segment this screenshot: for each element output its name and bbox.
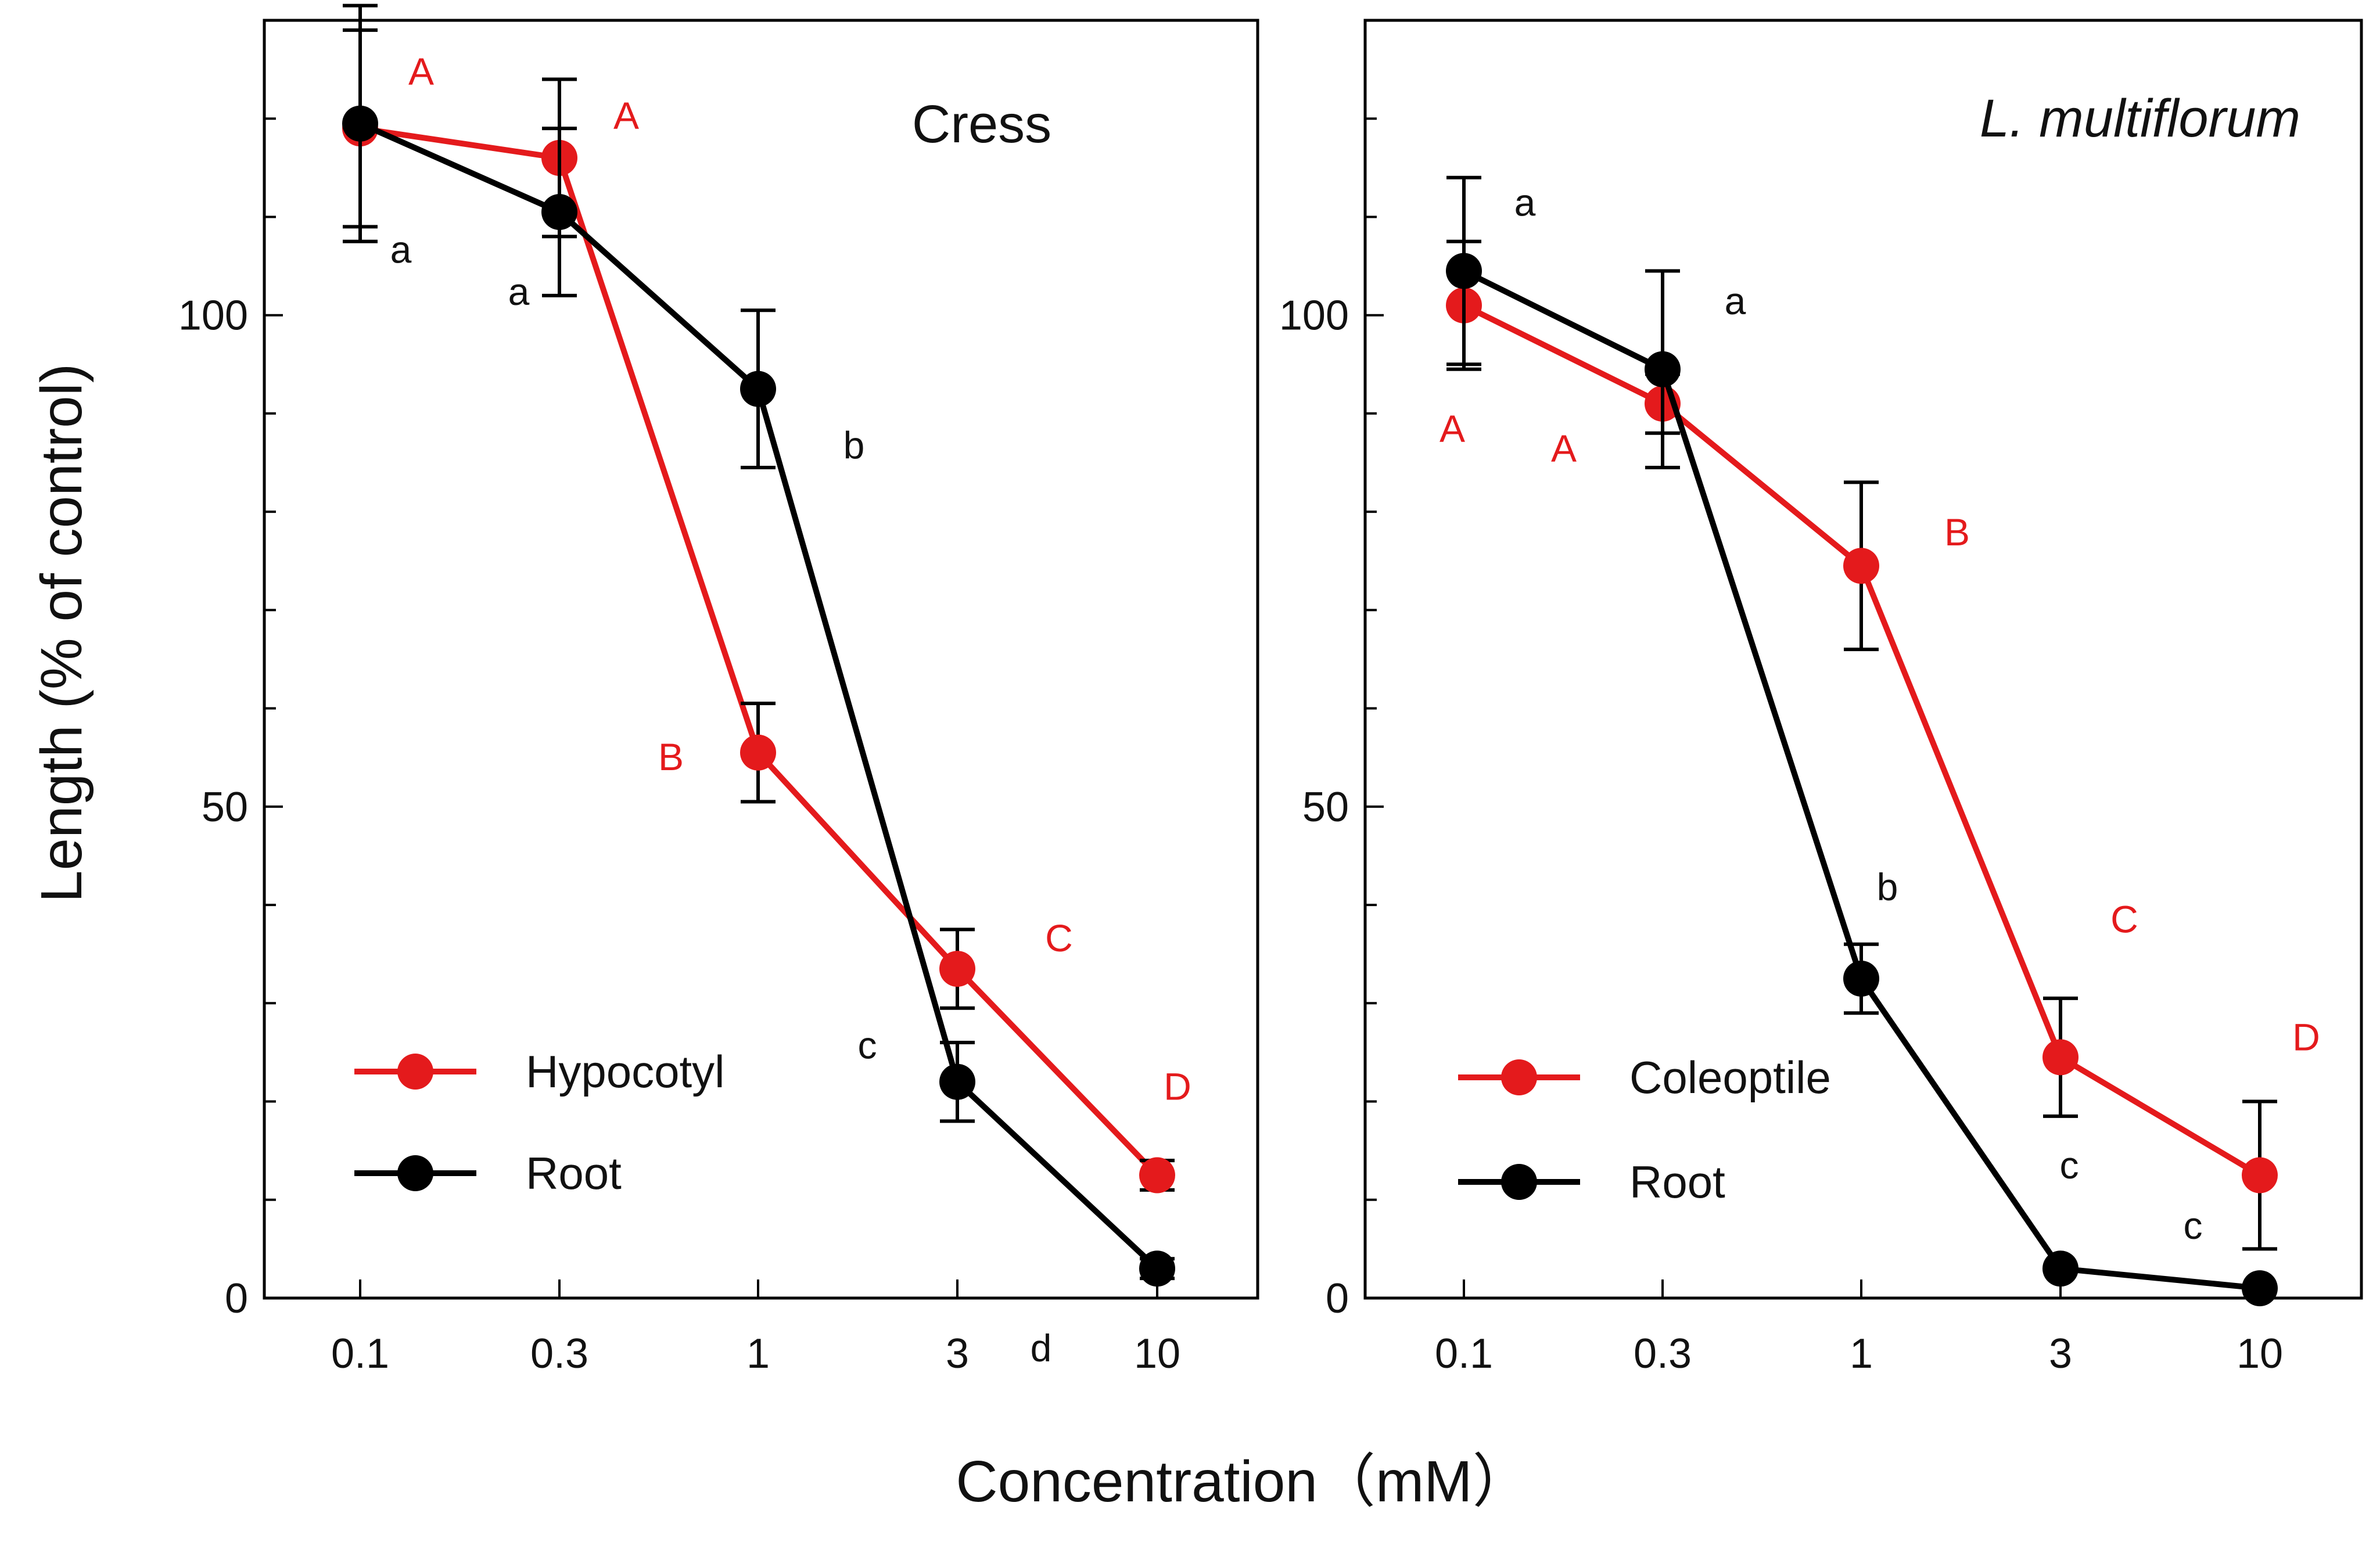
y-tick-label: 50 [202, 784, 248, 831]
legend-marker [1501, 1164, 1537, 1200]
x-tick-label: 10 [1134, 1331, 1180, 1377]
significance-letter: C [2110, 897, 2138, 940]
significance-letter: a [390, 228, 412, 271]
panel-title: Cress [912, 95, 1051, 154]
data-point [1139, 1157, 1175, 1194]
significance-letter: C [1045, 916, 1073, 959]
legend-entry: Coleoptile [1458, 1052, 1831, 1103]
data-point [740, 734, 776, 771]
data-point [740, 371, 776, 407]
data-point [2042, 1039, 2079, 1076]
data-point [939, 1063, 975, 1100]
significance-letter: a [1514, 181, 1536, 224]
data-point [939, 951, 975, 987]
series-coleoptile: A A B C D [1440, 239, 2320, 1251]
significance-letter: a [1725, 279, 1746, 322]
legend-entry: Hypocotyl [354, 1046, 724, 1097]
data-point [342, 105, 378, 142]
significance-letter: B [1944, 511, 1970, 553]
panel-title: L. multiflorum [1980, 89, 2300, 148]
legend-label: Root [526, 1148, 622, 1199]
legend-entry: Root [354, 1148, 622, 1199]
data-point [1139, 1250, 1175, 1287]
significance-letter: D [1164, 1065, 1191, 1108]
significance-letter: A [1440, 407, 1465, 450]
x-tick-label: 10 [2237, 1331, 2283, 1377]
x-axis-label: Concentration（mM） [956, 1449, 1530, 1514]
significance-letter: A [1551, 427, 1577, 470]
x-tick-label: 0.3 [530, 1331, 588, 1377]
x-tick-label: 3 [946, 1331, 969, 1377]
y-tick-label: 100 [1279, 293, 1349, 339]
series-root: a a b c c [1446, 175, 2278, 1307]
data-point [1645, 351, 1681, 387]
y-axis-label: Length (% of control) [29, 364, 94, 903]
series-line [1462, 268, 2260, 1292]
series-line [360, 125, 1160, 1177]
legend-label: Coleoptile [1629, 1052, 1831, 1103]
data-point [2242, 1270, 2278, 1307]
data-point [541, 194, 577, 230]
data-point [1843, 961, 1879, 997]
plot-frame [263, 19, 1259, 1300]
chart-panel-1: 0 50 100 0.1 0.3 1 3 10 Cress A A B C D Hypocotyl a a b c d… [178, 3, 1259, 1377]
data-point [1843, 548, 1879, 584]
x-tick-label: 0.1 [1435, 1331, 1493, 1377]
significance-letter: A [613, 94, 639, 137]
chart-panel-2: 0 50 100 0.1 0.3 1 3 10 L. multiflorum A A B C D Coleo… [1279, 19, 2363, 1377]
significance-letter: b [843, 424, 865, 467]
significance-letter: B [658, 735, 684, 778]
data-point [2242, 1157, 2278, 1194]
significance-letter: D [2292, 1015, 2320, 1058]
significance-letter: d [1031, 1327, 1052, 1370]
series-hypocotyl: A A B C D [342, 28, 1191, 1194]
y-tick-label: 100 [178, 293, 248, 339]
y-tick-label: 0 [225, 1275, 248, 1322]
x-tick-label: 1 [1850, 1331, 1873, 1377]
legend-marker [397, 1054, 433, 1090]
series-line [358, 121, 1160, 1271]
significance-letter: A [408, 50, 434, 93]
series-root: a a b c d [342, 3, 1175, 1370]
legend-entry: Root [1458, 1156, 1725, 1207]
significance-letter: c [2060, 1144, 2079, 1187]
significance-letter: b [1877, 865, 1898, 908]
significance-letter: a [508, 270, 530, 313]
plot-frame [1363, 19, 2363, 1300]
x-tick-label: 0.1 [331, 1331, 389, 1377]
data-point [1446, 253, 1482, 289]
y-tick-label: 50 [1302, 784, 1349, 831]
x-tick-label: 0.3 [1634, 1331, 1692, 1377]
series-line [1462, 303, 2261, 1178]
legend-label: Root [1629, 1156, 1725, 1207]
legend-marker [1501, 1059, 1537, 1095]
legend-marker [397, 1155, 433, 1191]
data-point [2042, 1250, 2079, 1287]
significance-letter: c [2184, 1204, 2203, 1247]
x-tick-label: 3 [2049, 1331, 2072, 1377]
x-tick-label: 1 [746, 1331, 770, 1377]
significance-letter: c [858, 1024, 877, 1067]
legend-label: Hypocotyl [526, 1046, 724, 1097]
y-tick-label: 0 [1326, 1275, 1349, 1322]
